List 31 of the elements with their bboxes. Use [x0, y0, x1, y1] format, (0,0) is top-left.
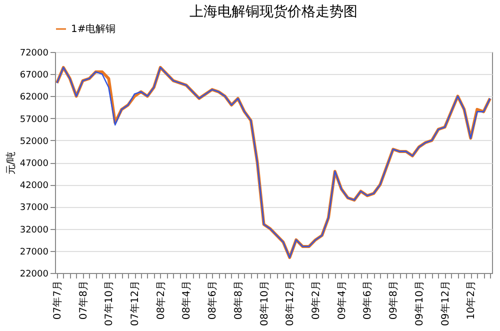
x-tick-label: 08年12月 [284, 280, 296, 326]
x-tick-label: 07年7月 [51, 280, 64, 320]
x-tick-label: 07年12月 [129, 280, 142, 326]
legend-label: 1#电解铜 [71, 23, 116, 35]
x-tick-label: 09年8月 [388, 280, 400, 320]
x-tick-label: 08年4月 [180, 280, 193, 320]
y-tick-label: 52000 [20, 136, 49, 147]
y-axis-title: 元/吨 [4, 151, 17, 175]
y-tick-label: 72000 [20, 48, 49, 58]
y-tick-label: 32000 [20, 225, 49, 236]
x-tick-label: 07年8月 [77, 280, 90, 320]
y-tick-label: 42000 [20, 181, 49, 192]
x-tick-label: 07年10月 [103, 280, 116, 326]
y-tick-label: 27000 [20, 247, 49, 258]
x-tick-label: 08年8月 [232, 280, 244, 320]
y-tick-label: 22000 [20, 270, 49, 280]
x-tick-label: 09年12月 [439, 280, 452, 326]
y-tick-label: 62000 [20, 92, 49, 103]
x-tick-label: 08年10月 [258, 280, 270, 326]
y-tick-label: 37000 [20, 203, 49, 214]
x-tick-label: 09年6月 [362, 280, 374, 320]
x-tick-label: 09年10月 [413, 280, 426, 326]
x-tick-label: 09年2月 [310, 280, 322, 320]
y-tick-label: 57000 [20, 114, 49, 125]
y-tick-label: 47000 [20, 159, 49, 169]
x-tick-label: 08年2月 [154, 280, 167, 320]
x-tick-label: 10年2月 [465, 280, 478, 320]
x-tick-label: 08年6月 [206, 280, 219, 320]
y-tick-label: 67000 [20, 70, 49, 81]
x-tick-label: 09年4月 [336, 280, 348, 320]
chart-title: 上海电解铜现货价格走势图 [190, 4, 358, 20]
